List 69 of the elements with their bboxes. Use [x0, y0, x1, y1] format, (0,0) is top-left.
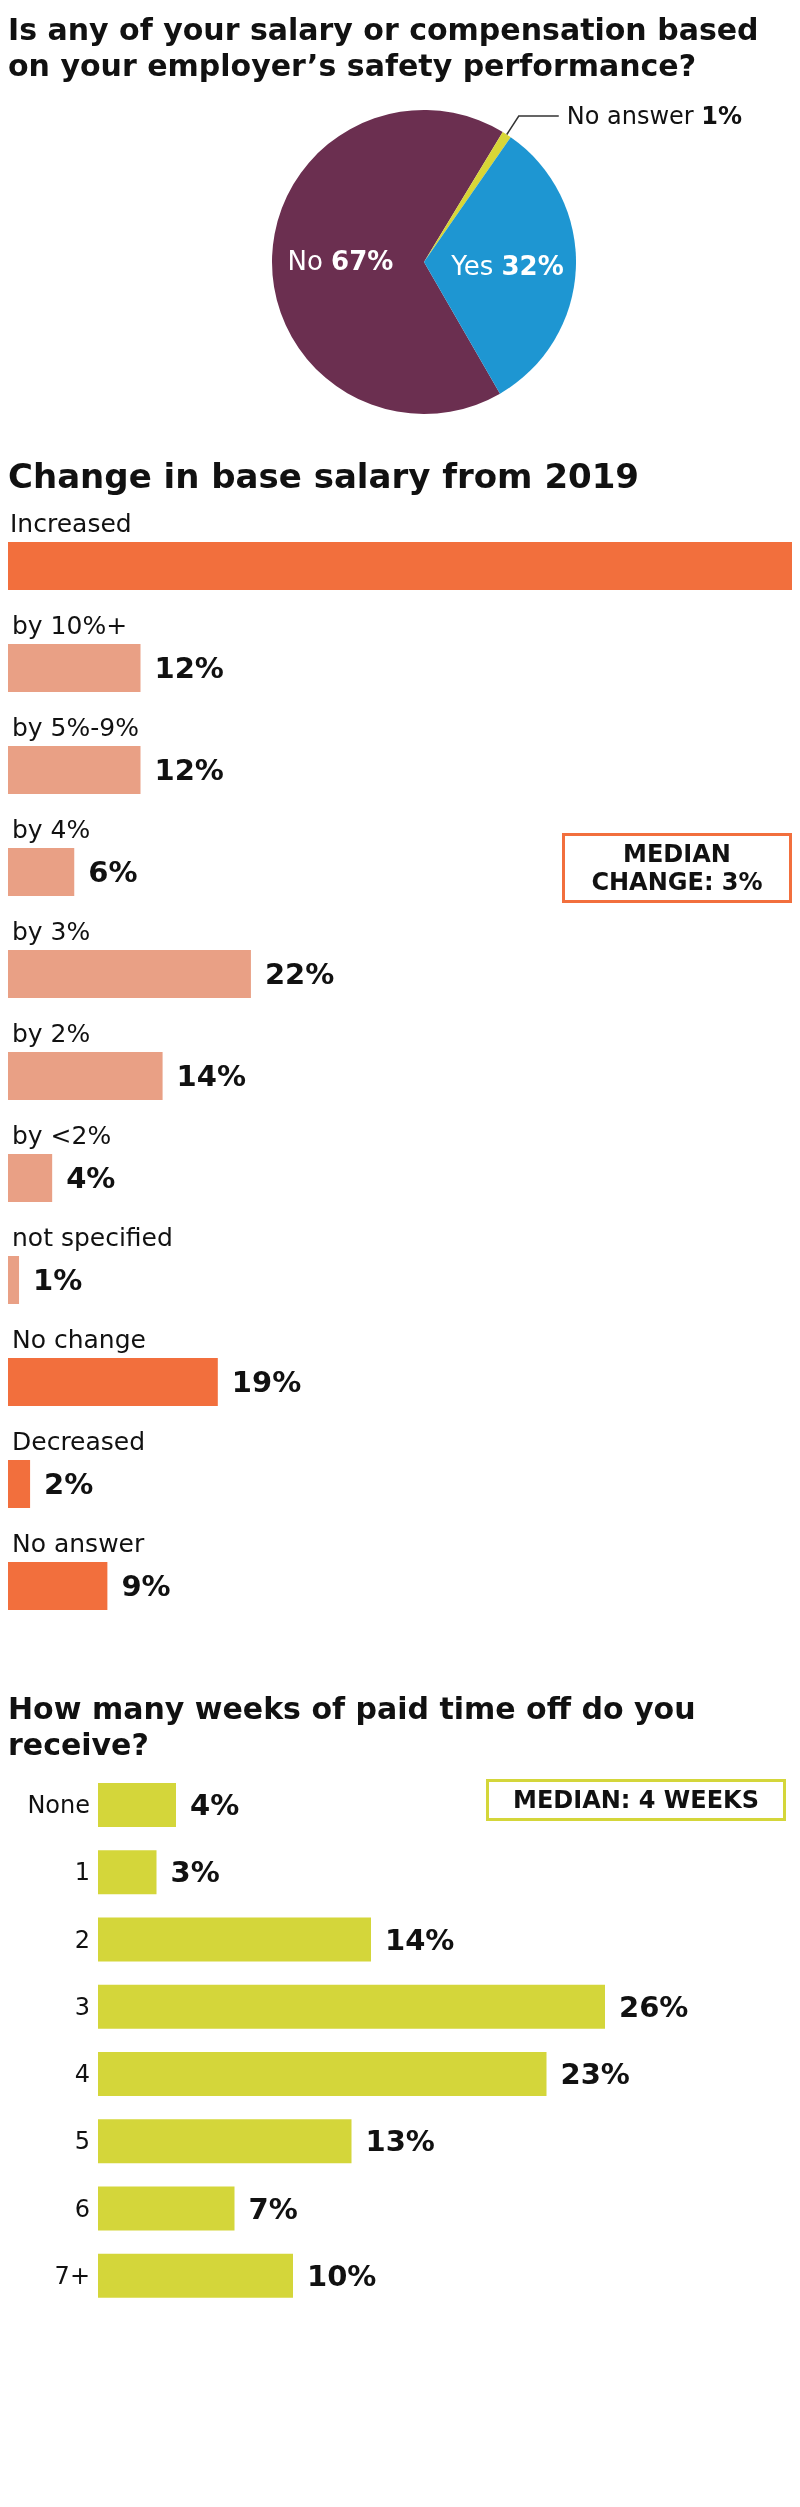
- data-label: 23%: [560, 2056, 630, 2091]
- chart-title: Is any of your salary or compensation based on your employer’s safety performance?: [8, 11, 760, 85]
- y-tick-label: by <2%: [12, 1120, 112, 1150]
- y-tick-label: by 10%+: [12, 610, 128, 640]
- data-label: 3%: [170, 1855, 220, 1890]
- bar: [98, 2119, 352, 2164]
- bar: [8, 745, 141, 794]
- data-label: 4%: [66, 1160, 116, 1195]
- slice-label: Yes: [450, 250, 502, 281]
- bar: [98, 1850, 157, 1895]
- y-tick-label: not specified: [12, 1222, 173, 1252]
- y-tick-label: by 3%: [12, 916, 91, 946]
- y-tick-label: by 5%-9%: [12, 712, 139, 742]
- y-tick-label: No change: [12, 1324, 146, 1354]
- chart-title: Change in base salary from 2019: [8, 455, 640, 498]
- bar: [8, 1153, 53, 1202]
- y-tick-label: 3: [74, 1992, 90, 2021]
- y-tick-label: No answer: [12, 1528, 145, 1558]
- data-label: 67%: [331, 246, 394, 277]
- data-label: 4%: [190, 1787, 240, 1822]
- y-tick-label: 2: [74, 1925, 90, 1954]
- data-label: 1%: [33, 1262, 83, 1297]
- slice-label: No answer: [566, 102, 702, 131]
- bar: [98, 1917, 371, 1962]
- y-tick-label: Increased: [10, 508, 132, 538]
- y-tick-label: None: [27, 1790, 90, 1819]
- data-label: 14%: [385, 1922, 455, 1957]
- bar: [8, 1051, 163, 1100]
- y-tick-label: 6: [74, 2194, 90, 2223]
- data-label: 7%: [248, 2191, 298, 2226]
- bar: [8, 1255, 20, 1304]
- data-label: 1%: [701, 102, 743, 131]
- data-label: 13%: [365, 2124, 435, 2159]
- y-tick-label: 5: [74, 2127, 90, 2156]
- bar: [8, 1561, 108, 1610]
- annotation: MEDIAN: 4 WEEKS: [486, 1778, 786, 1821]
- data-label: 12%: [154, 650, 224, 685]
- bar: [8, 643, 141, 692]
- y-tick-label: 1: [74, 1858, 90, 1887]
- chart-title: How many weeks of paid time off do you receive?: [8, 1689, 697, 1764]
- bar: [98, 1984, 605, 2029]
- data-label: 32%: [501, 250, 564, 281]
- data-label: 2%: [44, 1466, 94, 1501]
- data-label: 12%: [154, 752, 224, 787]
- bar: [98, 2186, 235, 2231]
- bar: [8, 847, 75, 896]
- pie-slice: [424, 137, 576, 394]
- data-label: 19%: [231, 1364, 302, 1399]
- data-label: 6%: [88, 854, 138, 889]
- data-label: 14%: [176, 1058, 247, 1093]
- bar: [98, 1782, 176, 1827]
- y-tick-label: by 4%: [12, 814, 91, 844]
- pie-slice: [272, 110, 503, 414]
- y-tick-label: 4: [74, 2059, 90, 2088]
- annotation: MEDIAN CHANGE: 3%: [562, 833, 792, 903]
- data-label: 9%: [121, 1568, 171, 1603]
- slice-label: No: [287, 246, 332, 277]
- bar: [8, 1357, 218, 1406]
- y-tick-label: by 2%: [12, 1018, 91, 1048]
- data-label: 26%: [619, 1989, 689, 2024]
- y-tick-label: Decreased: [12, 1426, 146, 1456]
- data-label: 22%: [264, 956, 335, 991]
- bar: [98, 2253, 293, 2298]
- bar: [98, 2051, 547, 2096]
- y-tick-label: 7+: [54, 2261, 90, 2290]
- bar: [8, 949, 251, 998]
- bar: [8, 541, 792, 590]
- data-label: 10%: [307, 2258, 377, 2293]
- bar: [8, 1459, 31, 1508]
